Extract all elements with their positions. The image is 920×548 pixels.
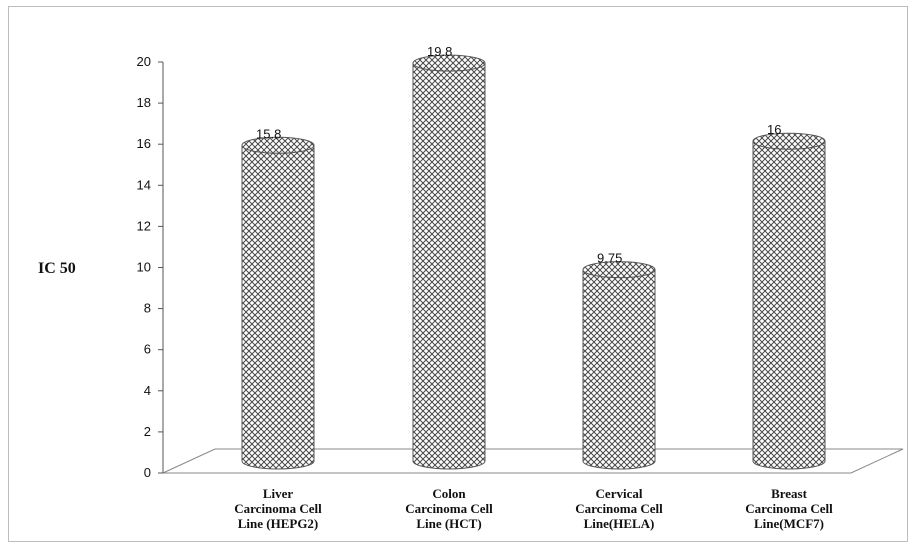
bar-top (241, 136, 315, 154)
x-category-label-line: Line(HELA) (584, 516, 655, 531)
bar (752, 132, 826, 470)
bar (412, 54, 486, 470)
y-tick-label: 2 (144, 424, 151, 439)
bar-top (582, 261, 656, 279)
x-category-label-line: Carcinoma Cell (575, 501, 663, 516)
x-category-label-line: Breast (771, 486, 808, 501)
y-tick-label: 12 (137, 218, 151, 233)
data-label: 19.8 (427, 44, 452, 59)
x-category-label-line: Colon (432, 486, 466, 501)
data-label: 9.75 (597, 251, 622, 266)
bar-body (582, 269, 656, 470)
data-label: 16 (767, 122, 781, 137)
data-label: 15.8 (256, 126, 281, 141)
chart-floor (162, 448, 904, 474)
y-tick-label: 4 (144, 383, 151, 398)
x-category-label-line: Liver (263, 486, 294, 501)
y-axis-title: IC 50 (38, 260, 76, 277)
bars (241, 54, 826, 470)
bar-body (241, 144, 315, 470)
x-category-label-line: Carcinoma Cell (745, 501, 833, 516)
bar (582, 261, 656, 470)
y-tick-label: 14 (137, 177, 151, 192)
y-axis: 0 2 4 6 8 10 12 14 16 18 20 (137, 54, 164, 480)
x-category-label-line: Carcinoma Cell (405, 501, 493, 516)
bar (241, 136, 315, 470)
y-tick-label: 16 (137, 136, 151, 151)
y-tick-label: 10 (137, 260, 151, 275)
bar-top (752, 132, 826, 150)
y-tick-label: 6 (144, 342, 151, 357)
y-tick-label: 8 (144, 301, 151, 316)
y-tick-label: 20 (137, 54, 151, 69)
x-category-label-line: Cervical (596, 486, 643, 501)
x-category-label-line: Line(MCF7) (754, 516, 824, 531)
y-tick-label: 18 (137, 95, 151, 110)
x-category-label-line: Carcinoma Cell (234, 501, 322, 516)
y-tick-label: 0 (144, 465, 151, 480)
bar-body (412, 62, 486, 470)
x-category-label-line: Line (HEPG2) (238, 516, 319, 531)
bar-top (412, 54, 486, 72)
bar-body (752, 140, 826, 470)
data-labels: 15.8 19.8 9.75 16 (256, 44, 781, 266)
floor-plane (162, 448, 904, 474)
x-category-label-line: Line (HCT) (416, 516, 481, 531)
